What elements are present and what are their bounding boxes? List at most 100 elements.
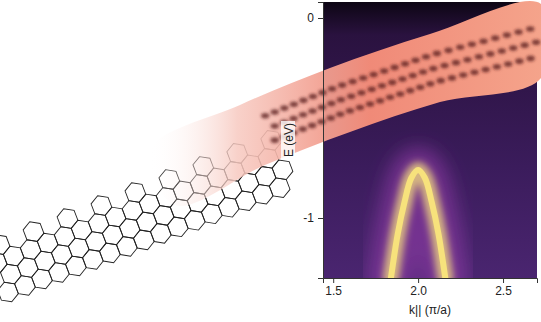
x-axis-title: k|| (π/a) — [409, 303, 451, 317]
ribbon-dot — [416, 84, 424, 90]
hexagon — [69, 217, 94, 243]
ribbon-dot — [440, 63, 448, 69]
ribbon-dot — [308, 123, 316, 129]
ribbon-dot — [336, 112, 344, 118]
ribbon-dot — [398, 76, 406, 82]
ribbon-dot — [327, 101, 335, 107]
hexagon — [123, 179, 148, 205]
ribbon-dot — [338, 82, 346, 88]
band-line — [391, 170, 445, 278]
hexagon — [89, 192, 114, 218]
ribbon-dot — [356, 105, 364, 111]
band-glow — [391, 170, 445, 278]
hexagon — [137, 191, 162, 217]
y-axis: -1 0 — [303, 3, 323, 279]
ribbon-dot — [271, 109, 279, 115]
ribbon-dot — [368, 87, 376, 93]
ribbon-dot — [509, 45, 517, 51]
hexagon — [35, 230, 60, 256]
y-axis-title: E (eV) — [282, 123, 296, 157]
ribbon-dot — [271, 123, 279, 129]
ribbon-dot — [475, 54, 483, 60]
ribbon-dot — [318, 104, 326, 110]
ribbon-dot — [503, 32, 511, 38]
ribbon-dot — [429, 66, 437, 72]
ribbon-dot — [459, 72, 467, 78]
ribbon-dot — [419, 69, 427, 75]
ribbon-dot — [317, 119, 325, 125]
ribbon-dot — [327, 115, 335, 121]
ribbon-dot — [426, 81, 434, 87]
ribbon-dot — [290, 101, 298, 107]
ribbon-dot — [289, 116, 297, 122]
tick-label: 2.5 — [495, 284, 512, 298]
ribbon-dot — [309, 94, 317, 100]
ribbon-dots — [261, 26, 540, 143]
ribbon-dot — [433, 51, 441, 57]
ribbon-dot — [491, 35, 499, 41]
ribbon-dot — [520, 42, 528, 48]
ribbon-surface — [149, 1, 541, 206]
ribbon-dot — [308, 108, 316, 114]
ribbon-dot — [406, 88, 414, 94]
hexagon — [55, 205, 80, 231]
ribbon-dot — [514, 29, 522, 35]
tick-label: 0 — [307, 11, 314, 25]
ribbon-dot — [498, 48, 506, 54]
ribbon-dot — [444, 48, 452, 54]
ribbon-dot — [376, 98, 384, 104]
tick: 2.0 — [410, 278, 427, 298]
hexagon — [21, 219, 46, 245]
tick: 1.5 — [325, 278, 342, 298]
x-axis: 1.5 2.0 2.5 — [324, 278, 538, 298]
label-patch — [281, 121, 295, 159]
hexagon — [103, 204, 128, 230]
ribbon-dot — [280, 105, 288, 111]
ribbon-dot — [486, 51, 494, 57]
ribbon-dot — [357, 90, 365, 96]
ribbon-dot — [493, 64, 501, 70]
ribbon-dot — [318, 90, 326, 96]
ribbon-dot — [456, 44, 464, 50]
tick: -1 — [303, 211, 323, 225]
ribbon-dot — [299, 98, 307, 104]
ribbon-dot — [346, 108, 354, 114]
ribbon-dot — [463, 57, 471, 63]
hexagon — [1, 243, 26, 269]
tick-label: -1 — [303, 211, 314, 225]
ribbon-dot — [452, 60, 460, 66]
ribbon-dot — [369, 72, 377, 78]
ribbon-dot — [261, 113, 269, 119]
ribbon-dot — [526, 56, 534, 62]
ribbon-dot — [378, 83, 386, 89]
axis-line — [324, 279, 538, 284]
figure: -1 0 1.5 2.0 2.5 k|| (π/a) E (eV) — [0, 0, 541, 322]
ribbon-dot — [347, 93, 355, 99]
ribbon-dot — [411, 58, 419, 64]
hexagon — [0, 232, 12, 258]
tick-mark — [418, 278, 419, 283]
ribbon-dot — [468, 41, 476, 47]
ribbon-dot — [271, 137, 279, 143]
tick-mark — [318, 218, 323, 219]
ribbon-dot — [388, 80, 396, 86]
ribbon-dot — [479, 38, 487, 44]
ribbon-dot — [366, 101, 374, 107]
tick-mark — [503, 278, 504, 283]
tick-mark — [333, 278, 334, 283]
ribbon-dot — [380, 68, 388, 74]
ribbon-dot — [470, 70, 478, 76]
ribbon-dot — [396, 91, 404, 97]
ribbon-dot — [401, 61, 409, 67]
ribbon-dot — [515, 58, 523, 64]
tick: 0 — [307, 11, 323, 25]
ribbon-dot — [409, 73, 417, 79]
ribbon-dot — [526, 26, 534, 32]
ribbon-dot — [481, 67, 489, 73]
ribbon-dot — [299, 112, 307, 118]
ribbon-dot — [328, 86, 336, 92]
ribbon-dot — [390, 65, 398, 71]
ribbon-dot — [437, 78, 445, 84]
ribbon-dot — [337, 97, 345, 103]
ribbon-dot — [299, 126, 307, 132]
